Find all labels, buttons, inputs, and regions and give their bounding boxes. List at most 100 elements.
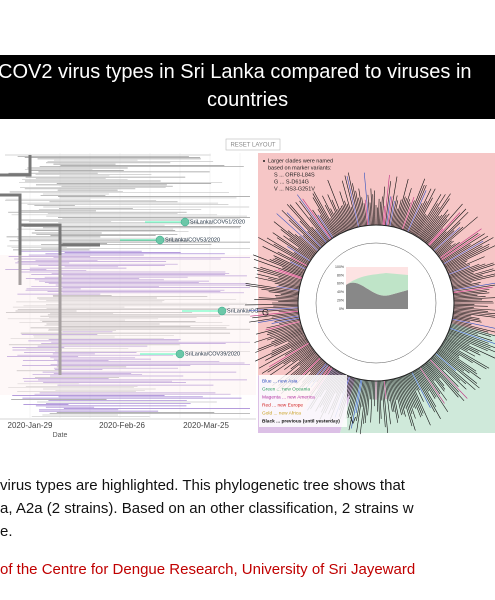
leaf: [352, 183, 362, 227]
leaf: [286, 212, 322, 248]
leaf: [370, 188, 373, 226]
leaf: [350, 378, 359, 416]
leaf: [453, 292, 490, 297]
leaf: [271, 330, 304, 343]
leaf: [309, 217, 329, 242]
leaf: [451, 322, 489, 333]
leaf: [453, 284, 495, 292]
leaf: [432, 230, 455, 251]
leaf: [453, 313, 472, 317]
leaf: [339, 207, 349, 231]
strain-label: SriLanka/COV39/2020: [185, 351, 240, 357]
leaf: [453, 308, 488, 312]
leaf: [271, 337, 307, 356]
leaf: [350, 206, 357, 228]
leaf: [451, 320, 472, 326]
leaf: [385, 181, 391, 226]
reset-button: [225, 138, 281, 151]
leaf: [415, 194, 442, 237]
x-tick-label: 2020-Mar-25: [183, 421, 229, 430]
leaf: [257, 315, 300, 323]
leaf: [286, 204, 325, 246]
leaf: [287, 334, 305, 343]
leaf: [442, 343, 473, 363]
leaf: [407, 374, 431, 426]
leaf: [331, 199, 346, 232]
leaf: [347, 172, 361, 227]
leaf: [370, 380, 373, 423]
leaf: [431, 357, 445, 371]
leaf: [445, 337, 481, 356]
leaf: [428, 359, 459, 393]
leaf: [266, 237, 310, 264]
leaf: [449, 327, 495, 344]
leaf: [267, 323, 301, 334]
leaf: [450, 325, 478, 335]
leaf: [258, 340, 309, 369]
leaf: [364, 380, 370, 424]
leaf: [427, 228, 444, 246]
leaf: [432, 222, 461, 250]
leaf: [415, 369, 429, 392]
x-axis-label: Date: [53, 432, 68, 439]
leaf: [453, 299, 483, 301]
leaf: [276, 237, 312, 261]
inset-tick: 60%: [337, 282, 344, 286]
leaf: [433, 227, 461, 252]
leaf: [451, 269, 495, 283]
leaf: [391, 379, 397, 400]
leaf: [417, 368, 437, 398]
leaf: [333, 212, 344, 233]
leaf: [347, 378, 358, 419]
leaf: [387, 380, 393, 412]
leaf: [372, 194, 374, 226]
leaf: [274, 257, 305, 272]
note-line: based on marker variants:: [268, 165, 332, 171]
leaf: [400, 376, 416, 419]
leaf: [453, 306, 474, 308]
legend-box: [259, 375, 347, 427]
leaf: [290, 261, 306, 270]
leaf: [337, 209, 347, 231]
leaf: [346, 203, 355, 229]
leaf: [452, 315, 481, 321]
leaf: [299, 200, 330, 241]
leaf: [280, 229, 315, 256]
figure: RESET LAYOUT G SriLanka/COV51/2020 SriLanka…: [0, 138, 495, 440]
leaf: [278, 309, 299, 313]
leaf: [330, 208, 343, 233]
leaf: [342, 205, 352, 230]
leaf: [269, 259, 304, 274]
leaf: [317, 208, 336, 237]
leaf: [367, 194, 371, 226]
leaf: [423, 209, 449, 242]
leaf: [315, 229, 327, 243]
leaf: [257, 331, 304, 350]
leaf: [430, 358, 459, 387]
leaf: [383, 174, 390, 226]
leaf: [379, 201, 381, 226]
leaf: [452, 282, 495, 291]
legend-entry: Blue ... new Asia: [262, 378, 298, 384]
leaf: [416, 369, 436, 399]
legend-entry: Green ... new Oceania: [262, 386, 310, 392]
leaf: [385, 380, 391, 425]
leaf: [355, 379, 363, 413]
leaf: [327, 194, 345, 232]
footer: of the Centre for Dengue Research, Unive…: [0, 561, 416, 578]
leaf: [453, 300, 493, 303]
leaf: [442, 235, 489, 264]
leaf: [386, 196, 391, 226]
leaf: [436, 351, 478, 384]
leaf: [289, 237, 314, 257]
leaf: [341, 180, 356, 228]
leaf: [453, 309, 495, 315]
leaf: [361, 380, 366, 407]
inset-tick: 0%: [339, 307, 344, 311]
leaf: [433, 354, 467, 385]
inset-tick: 40%: [337, 290, 344, 294]
leaf: [290, 339, 308, 349]
leaf: [413, 370, 441, 419]
leaf: [446, 335, 495, 359]
leaf: [411, 372, 431, 409]
